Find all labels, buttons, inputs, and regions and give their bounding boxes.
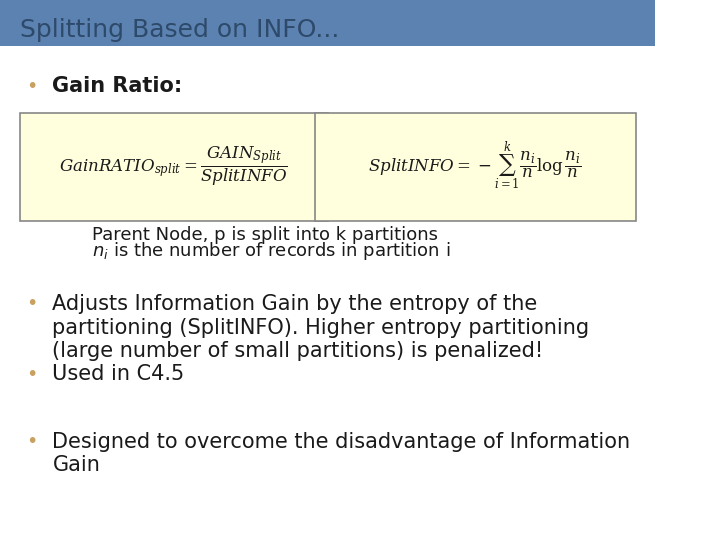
Text: Splitting Based on INFO...: Splitting Based on INFO... <box>19 18 339 42</box>
Text: Designed to overcome the disadvantage of Information
Gain: Designed to overcome the disadvantage of… <box>53 432 631 475</box>
Text: $\mathit{SplitINFO} = -\sum_{i=1}^{k} \dfrac{n_i}{n} \log \dfrac{n_i}{n}$: $\mathit{SplitINFO} = -\sum_{i=1}^{k} \d… <box>368 140 582 192</box>
Text: Gain Ratio:: Gain Ratio: <box>53 76 183 97</box>
Text: •: • <box>26 294 37 313</box>
Text: •: • <box>26 364 37 383</box>
Text: Adjusts Information Gain by the entropy of the
partitioning (SplitINFO). Higher : Adjusts Information Gain by the entropy … <box>53 294 590 361</box>
Text: $\mathit{GainRATIO}_{split} = \dfrac{\mathit{GAIN}_{Split}}{\mathit{SplitINFO}}$: $\mathit{GainRATIO}_{split} = \dfrac{\ma… <box>59 144 288 187</box>
Text: •: • <box>26 432 37 451</box>
FancyBboxPatch shape <box>315 113 636 221</box>
Text: •: • <box>26 77 37 96</box>
Text: Used in C4.5: Used in C4.5 <box>53 364 184 384</box>
FancyBboxPatch shape <box>19 113 328 221</box>
Text: Parent Node, p is split into k partitions: Parent Node, p is split into k partition… <box>91 226 438 244</box>
FancyBboxPatch shape <box>0 0 655 46</box>
Text: $n_i$ is the number of records in partition i: $n_i$ is the number of records in partit… <box>91 240 450 262</box>
